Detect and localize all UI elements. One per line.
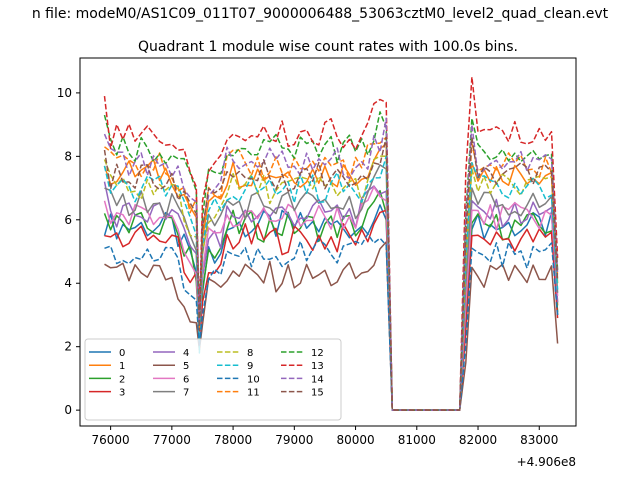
series-line-4 <box>103 181 559 411</box>
legend-label-3: 3 <box>119 388 125 399</box>
series-line-1 <box>103 142 559 411</box>
series-line-5 <box>104 241 559 411</box>
y-tick-label: 4 <box>64 276 72 290</box>
x-tick-label: 82000 <box>459 433 497 447</box>
x-tick-label: 81000 <box>398 433 436 447</box>
y-axis: 0 2 4 6 8 10 <box>57 86 80 417</box>
axes-frame <box>79 57 577 427</box>
legend-label-6: 6 <box>183 374 189 385</box>
y-tick-label: 6 <box>64 213 72 227</box>
y-tick-label: 8 <box>64 149 72 163</box>
series-line-13 <box>103 76 559 411</box>
legend-label-10: 10 <box>247 374 260 385</box>
series-line-7 <box>104 164 559 411</box>
legend-label-8: 8 <box>247 348 253 359</box>
legend-label-15: 15 <box>311 388 324 399</box>
y-tick-label: 2 <box>64 340 72 354</box>
plot-area <box>79 57 577 427</box>
y-tick-label: 0 <box>64 403 72 417</box>
series-line-8 <box>103 155 559 411</box>
series-line-10 <box>104 233 559 411</box>
legend-label-12: 12 <box>311 348 324 359</box>
x-tick-label: 76000 <box>92 433 130 447</box>
legend-label-14: 14 <box>311 374 324 385</box>
series-layer <box>103 76 559 411</box>
x-tick-label: 80000 <box>336 433 374 447</box>
legend-label-7: 7 <box>183 388 189 399</box>
legend-label-9: 9 <box>247 361 253 372</box>
legend-label-13: 13 <box>311 361 324 372</box>
x-tick-label: 77000 <box>153 433 191 447</box>
series-line-11 <box>104 136 559 411</box>
x-tick-label: 78000 <box>214 433 252 447</box>
series-line-3 <box>104 209 559 411</box>
figure-suptitle: n file: modeM0/AS1C09_011T07_9000006488_… <box>32 6 609 22</box>
x-axis: 76000 77000 78000 79000 80000 81000 82000 83000 <box>92 426 558 447</box>
series-line-6 <box>103 186 559 411</box>
legend-label-1: 1 <box>119 361 125 372</box>
legend-label-4: 4 <box>183 348 189 359</box>
legend-label-0: 0 <box>119 348 125 359</box>
legend-label-2: 2 <box>119 374 125 385</box>
series-line-12 <box>103 111 559 411</box>
legend-label-5: 5 <box>183 361 189 372</box>
legend-label-11: 11 <box>247 388 260 399</box>
x-tick-label: 79000 <box>275 433 313 447</box>
y-tick-label: 10 <box>57 86 72 100</box>
series-line-9 <box>103 155 559 411</box>
x-tick-label: 83000 <box>520 433 558 447</box>
legend-frame <box>84 338 342 421</box>
series-line-15 <box>103 136 559 411</box>
series-line-2 <box>103 189 559 411</box>
x-axis-offset-label: +4.906e8 <box>517 455 576 469</box>
chart-title: Quadrant 1 module wise count rates with … <box>138 39 518 55</box>
